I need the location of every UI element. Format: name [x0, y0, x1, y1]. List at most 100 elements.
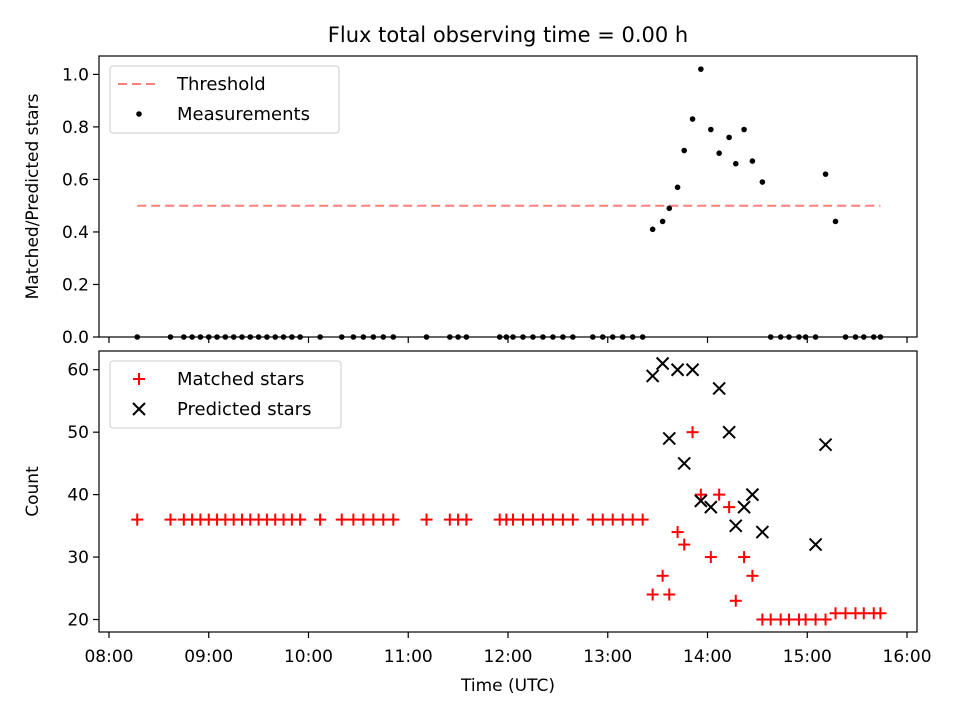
x-tick-label: 14:00 [683, 647, 732, 667]
count-y-tick-label: 40 [67, 486, 89, 506]
measurement-point [726, 134, 732, 141]
count-y-tick-label: 30 [67, 548, 89, 568]
ratio-y-tick-label: 0.8 [62, 118, 89, 138]
predicted-star-point [729, 519, 743, 533]
chart-title: Flux total observing time = 0.00 h [328, 23, 688, 47]
legend-matched-swatch [133, 373, 145, 385]
measurement-point [759, 179, 766, 185]
matched-star-point [663, 588, 676, 601]
count-y-tick-label: 20 [67, 611, 89, 631]
matched-star-point [656, 569, 669, 582]
count-panel: 20 30 40 50 60 Count 08:00 09:00 10:00 11:00 12:00… [23, 350, 932, 667]
legend-label: Measurements [177, 104, 310, 125]
x-tick-label: 12:00 [484, 647, 533, 667]
x-axis-label: Time (UTC) [460, 676, 555, 696]
measurement-point [423, 334, 430, 340]
predicted-star-point [655, 356, 670, 371]
measurement-point [496, 334, 503, 340]
predicted-marker-b [670, 363, 685, 377]
measurement-point [180, 334, 187, 340]
matched-star-point [335, 513, 348, 526]
count-y-tick-label: 50 [67, 423, 89, 443]
measurement-point [390, 334, 397, 340]
x-tick-label: 15:00 [783, 647, 832, 667]
predicted-star-point [670, 363, 685, 377]
predicted-star-point [712, 381, 726, 396]
ratio-y-tick-label: 0.6 [62, 170, 89, 190]
measurement-point [380, 334, 387, 340]
measurement-point [708, 126, 714, 133]
predicted-marker-b [818, 437, 833, 452]
predicted-marker-b [662, 431, 676, 446]
x-tick-label: 08:00 [84, 647, 133, 667]
measurement-point [777, 334, 784, 340]
legend-label: Predicted stars [177, 399, 311, 420]
matched-star-point [746, 569, 759, 582]
count-y-tick-label: 60 [67, 361, 89, 381]
measurement-point [832, 218, 839, 225]
matched-star-point [874, 607, 887, 620]
predicted-marker-b [712, 381, 726, 396]
measurement-point [877, 334, 884, 340]
legend-measurement-swatch [136, 111, 142, 117]
matched-star-point [723, 501, 736, 514]
predicted-star-point [722, 425, 736, 439]
matched-star-point [294, 513, 307, 526]
measurement-point [239, 334, 245, 340]
measurement-point [247, 334, 254, 340]
predicted-marker-b [745, 487, 760, 502]
matched-star-point [686, 426, 699, 439]
measurement-point [189, 334, 195, 340]
measurement-point [289, 334, 295, 340]
matched-star-point [646, 588, 659, 601]
predicted-star-point [745, 487, 760, 502]
predicted-star-point [662, 431, 676, 446]
ratio-y-axis-label: Matched/Predicted stars [23, 93, 43, 299]
measurement-point [338, 334, 345, 340]
measurement-point [560, 334, 566, 340]
measurement-point [842, 334, 849, 340]
matched-star-point [671, 526, 684, 539]
measurement-point [167, 334, 174, 340]
legend-label: Matched stars [177, 369, 304, 390]
measurement-point [619, 334, 626, 340]
measurement-point [540, 334, 546, 340]
measurement-point [689, 116, 696, 122]
ratio-y-tick-label: 0.0 [62, 328, 89, 348]
ratio-panel: 0.0 0.2 0.4 0.6 0.8 1.0 Matched/Predicted star… [23, 55, 918, 348]
predicted-star-point [818, 437, 833, 452]
matched-star-point [420, 513, 433, 526]
measurement-point [570, 334, 576, 340]
measurement-point [860, 334, 867, 340]
measurement-point [629, 334, 636, 340]
measurement-point [222, 334, 229, 340]
measurement-point [741, 126, 747, 133]
matched-star-point [678, 538, 691, 551]
measurement-point [370, 334, 377, 340]
measurement-point [264, 334, 270, 340]
measurement-point [447, 334, 453, 340]
predicted-marker-b [685, 363, 700, 377]
measurement-point [786, 334, 792, 340]
predicted-marker-b [704, 500, 718, 514]
measurement-point [698, 66, 704, 72]
measurement-point [681, 147, 688, 154]
predicted-marker-b [645, 369, 660, 383]
matched-star-point [729, 594, 742, 607]
measurement-point [455, 334, 461, 340]
matched-star-point [694, 488, 707, 501]
measurement-point [589, 334, 596, 340]
measurement-point [802, 334, 809, 340]
measurement-point [659, 218, 666, 225]
measurement-point [666, 205, 673, 212]
measurement-point [272, 334, 279, 340]
matched-star-point [164, 513, 177, 526]
measurement-point [205, 334, 212, 340]
matched-star-point [566, 513, 579, 526]
x-tick-label: 11:00 [384, 647, 433, 667]
predicted-star-point [755, 525, 770, 539]
count-y-axis-label: Count [23, 466, 43, 517]
legend-predicted-b [132, 402, 146, 416]
